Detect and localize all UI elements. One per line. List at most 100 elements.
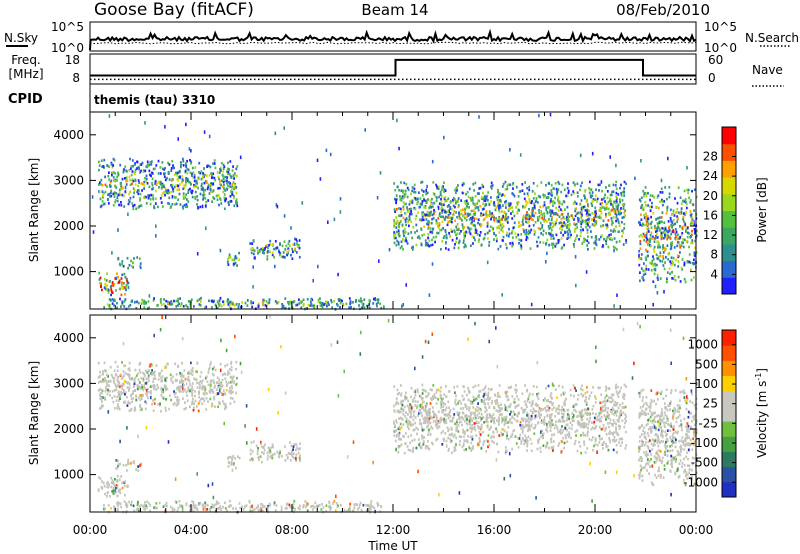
echo-cell xyxy=(164,304,166,308)
echo-cell xyxy=(671,212,673,216)
echo-cell xyxy=(691,239,694,242)
echo-cell xyxy=(133,171,136,174)
echo-cell xyxy=(402,303,404,307)
echo-cell xyxy=(500,194,503,197)
echo-cell xyxy=(558,202,561,205)
echo-cell xyxy=(679,236,681,239)
echo-cell xyxy=(567,182,569,185)
echo-cell xyxy=(187,180,190,184)
echo-cell xyxy=(600,216,603,220)
echo-cell xyxy=(219,248,222,253)
echo-cell xyxy=(496,419,498,422)
echo-cell xyxy=(160,393,163,397)
echo-cell xyxy=(609,421,611,425)
echo-cell xyxy=(543,416,546,419)
echo-cell xyxy=(501,218,503,221)
echo-cell xyxy=(442,185,444,188)
echo-cell xyxy=(398,417,400,420)
echo-cell xyxy=(401,403,404,407)
echo-cell xyxy=(198,298,201,301)
echo-cell xyxy=(114,184,116,188)
echo-cell xyxy=(179,374,182,377)
echo-cell xyxy=(599,202,602,206)
echo-cell xyxy=(692,222,694,225)
echo-cell xyxy=(690,233,693,237)
echo-cell xyxy=(121,486,124,490)
echo-cell xyxy=(198,303,201,306)
echo-cell xyxy=(255,444,258,448)
echo-cell xyxy=(121,286,124,290)
echo-cell xyxy=(669,260,671,263)
echo-cell xyxy=(676,207,679,211)
echo-cell xyxy=(152,372,155,376)
echo-cell xyxy=(613,436,616,439)
echo-cell xyxy=(176,171,179,175)
echo-cell xyxy=(526,449,528,452)
echo-cell xyxy=(431,217,433,221)
echo-cell xyxy=(193,305,195,308)
echo-cell xyxy=(176,387,178,390)
echo-cell xyxy=(291,247,294,251)
echo-cell xyxy=(571,412,574,415)
echo-cell xyxy=(573,230,576,233)
echo-cell xyxy=(412,448,414,452)
echo-cell xyxy=(455,443,457,447)
echo-cell xyxy=(442,203,445,207)
echo-cell xyxy=(475,409,478,413)
echo-cell xyxy=(488,229,491,233)
echo-cell xyxy=(216,306,219,310)
echo-cell xyxy=(663,290,665,294)
echo-cell xyxy=(126,404,129,407)
echo-cell xyxy=(437,217,440,220)
echo-cell xyxy=(611,208,614,212)
echo-cell xyxy=(122,194,125,198)
echo-cell xyxy=(616,197,618,200)
echo-cell xyxy=(106,185,108,188)
echo-cell xyxy=(462,241,465,244)
echo-cell xyxy=(584,391,587,395)
y-tick-label: 3000 xyxy=(53,173,84,187)
echo-cell xyxy=(561,222,563,225)
echo-cell xyxy=(458,217,461,220)
echo-cell xyxy=(207,383,210,387)
echo-cell xyxy=(393,182,396,185)
echo-cell xyxy=(644,186,647,189)
echo-cell xyxy=(679,212,681,215)
echo-cell xyxy=(168,202,171,206)
echo-cell xyxy=(159,404,161,407)
echo-cell xyxy=(456,385,459,388)
echo-cell xyxy=(540,421,543,424)
echo-cell xyxy=(204,376,207,380)
echo-cell xyxy=(196,195,199,198)
echo-cell xyxy=(244,301,247,305)
echo-cell xyxy=(414,404,417,407)
echo-cell xyxy=(404,397,406,401)
echo-cell xyxy=(425,402,428,405)
echo-cell xyxy=(249,242,252,245)
echo-cell xyxy=(468,206,470,209)
echo-cell xyxy=(471,216,474,219)
echo-cell xyxy=(142,388,144,392)
echo-cell xyxy=(109,394,111,397)
echo-cell xyxy=(520,224,523,227)
echo-cell xyxy=(520,247,523,250)
echo-cell xyxy=(449,234,451,238)
echo-cell xyxy=(184,169,187,173)
echo-cell xyxy=(148,379,150,382)
echo-cell xyxy=(432,227,435,231)
echo-cell xyxy=(398,234,401,238)
echo-cell xyxy=(678,237,681,240)
echo-cell xyxy=(662,255,664,258)
echo-cell xyxy=(164,178,167,182)
echo-cell xyxy=(545,232,547,235)
echo-cell xyxy=(572,190,575,193)
echo-cell xyxy=(487,191,490,194)
echo-cell xyxy=(431,398,433,401)
echo-cell xyxy=(153,386,155,389)
echo-cell xyxy=(405,223,407,227)
echo-cell xyxy=(186,159,188,163)
echo-cell xyxy=(527,415,530,419)
echo-cell xyxy=(395,216,398,219)
echo-cell xyxy=(234,184,236,187)
